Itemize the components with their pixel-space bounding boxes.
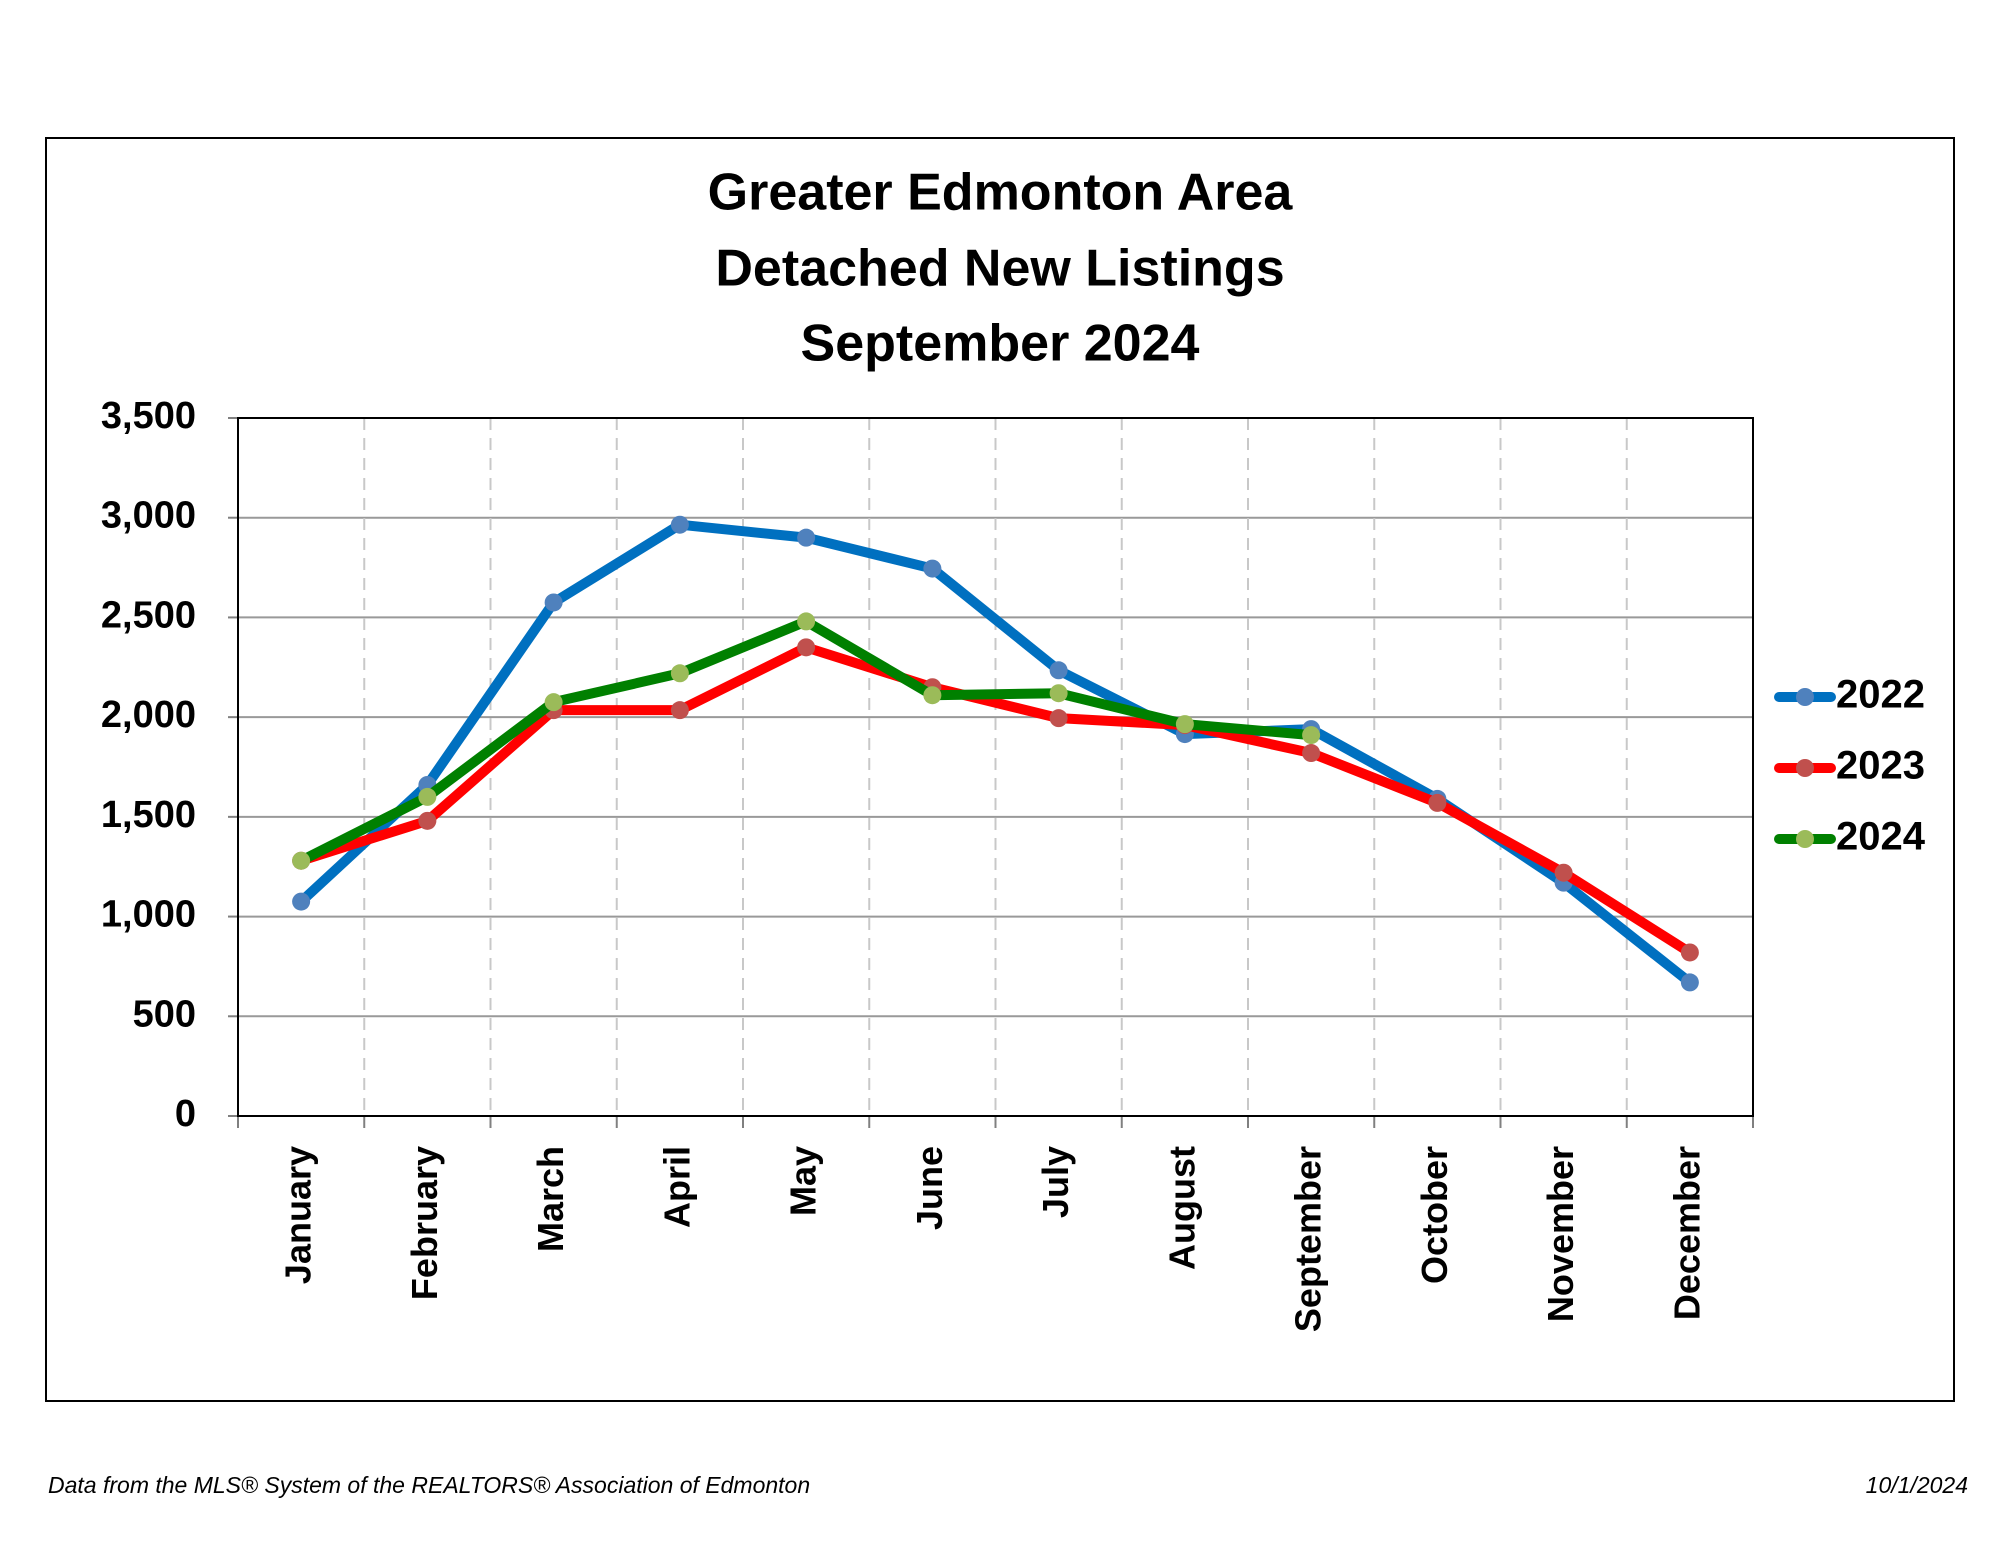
- data-point: [670, 515, 689, 534]
- x-tick-label: March: [530, 1146, 571, 1252]
- y-tick-label: 2,500: [101, 594, 196, 636]
- data-point: [670, 701, 689, 720]
- data-point: [670, 664, 689, 683]
- source-note: Data from the MLS® System of the REALTOR…: [48, 1472, 810, 1498]
- legend-marker: [1796, 759, 1814, 777]
- x-tick-label: August: [1161, 1146, 1202, 1270]
- legend-marker: [1796, 688, 1814, 706]
- data-point: [1554, 863, 1573, 882]
- y-tick-label: 1,500: [101, 794, 196, 836]
- y-tick-label: 0: [175, 1093, 196, 1135]
- data-point: [1680, 943, 1699, 962]
- data-point: [418, 811, 437, 830]
- x-tick-label: January: [278, 1146, 319, 1284]
- data-point: [544, 593, 563, 612]
- data-point: [1049, 684, 1068, 703]
- date-note: 10/1/2024: [1866, 1472, 1968, 1498]
- data-point: [418, 787, 437, 806]
- x-tick-label: June: [909, 1146, 950, 1230]
- data-point: [797, 612, 816, 631]
- plot-border: [237, 417, 1754, 1117]
- data-point: [797, 638, 816, 657]
- legend-marker: [1796, 830, 1814, 848]
- x-tick-label: April: [656, 1146, 697, 1228]
- y-tick-label: 500: [133, 993, 196, 1035]
- y-tick-label: 2,000: [101, 694, 196, 736]
- x-tick-label: July: [1035, 1146, 1076, 1218]
- x-tick-label: May: [783, 1146, 824, 1216]
- x-tick-label: September: [1288, 1146, 1329, 1332]
- data-point: [544, 693, 563, 712]
- legend-label: 2024: [1836, 815, 1926, 859]
- y-tick-label: 1,000: [101, 894, 196, 936]
- data-point: [1428, 793, 1447, 812]
- y-tick-label: 3,000: [101, 495, 196, 537]
- legend-label: 2022: [1836, 673, 1925, 717]
- data-point: [292, 892, 311, 911]
- x-tick-label: October: [1414, 1146, 1455, 1284]
- x-tick-label: December: [1666, 1146, 1707, 1320]
- legend-label: 2023: [1836, 744, 1925, 788]
- data-point: [1049, 709, 1068, 728]
- x-tick-label: November: [1540, 1146, 1581, 1322]
- chart-title: Detached New Listings: [715, 240, 1284, 298]
- series-line: [296, 642, 1695, 958]
- data-point: [797, 528, 816, 547]
- chart-title: September 2024: [801, 315, 1200, 373]
- data-point: [923, 559, 942, 578]
- data-point: [923, 686, 942, 705]
- data-point: [1302, 744, 1321, 763]
- data-point: [1680, 973, 1699, 992]
- data-point: [1302, 726, 1321, 745]
- data-point: [1175, 715, 1194, 734]
- data-point: [292, 851, 311, 870]
- data-point: [1049, 661, 1068, 680]
- x-tick-label: February: [404, 1146, 445, 1300]
- y-tick-label: 3,500: [101, 395, 196, 437]
- chart-title: Greater Edmonton Area: [708, 164, 1294, 222]
